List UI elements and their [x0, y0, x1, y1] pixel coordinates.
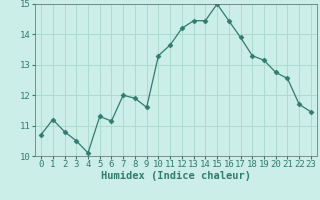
X-axis label: Humidex (Indice chaleur): Humidex (Indice chaleur) — [101, 171, 251, 181]
